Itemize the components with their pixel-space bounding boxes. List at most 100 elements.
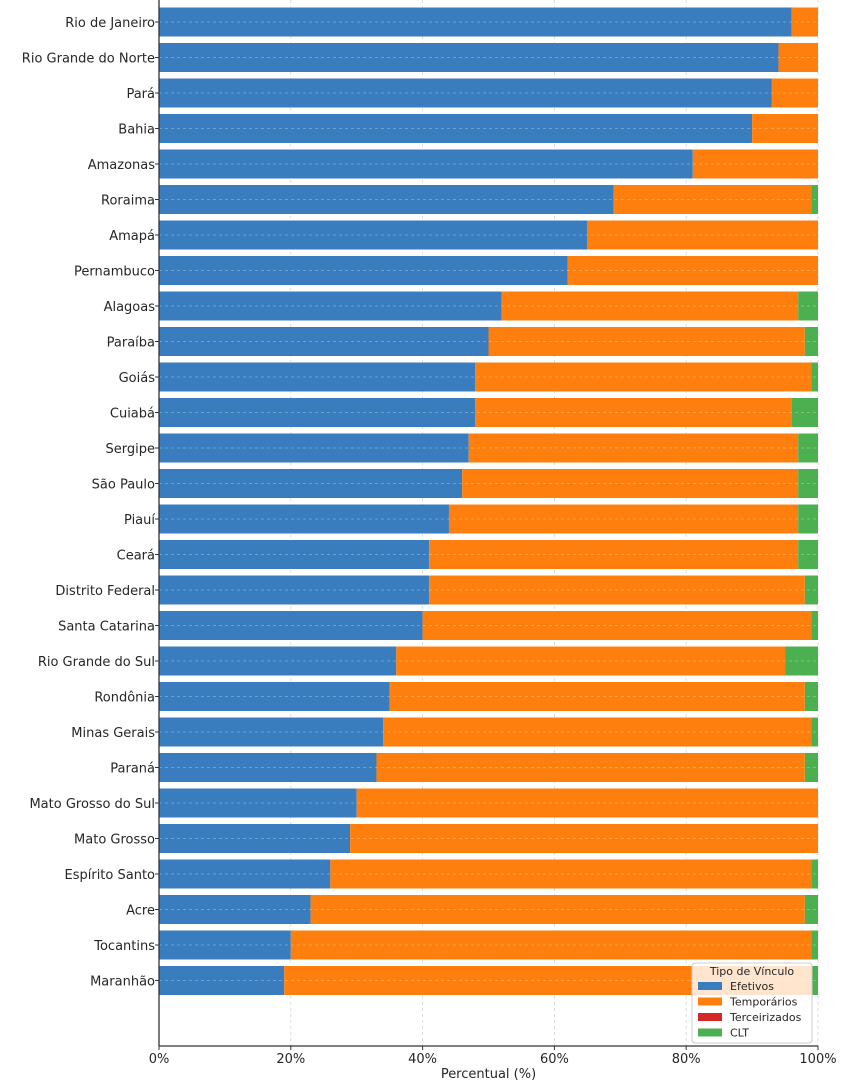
bar-temporarios-16 [429, 575, 805, 605]
bar-temporarios-24 [330, 859, 812, 889]
bar-clt-8 [798, 291, 818, 321]
bar-clt-21 [804, 753, 818, 782]
x-axis-title: Percentual (%) [441, 1067, 536, 1082]
legend-label: Temporários [729, 996, 798, 1009]
bar-efetivos-0 [159, 7, 792, 37]
bar-temporarios-15 [429, 540, 799, 569]
x-tick-label: 80% [672, 1052, 701, 1067]
bar-clt-16 [804, 575, 818, 605]
y-tick-label: Piauí [124, 513, 155, 528]
y-tick-label: Goiás [119, 371, 156, 386]
bar-efetivos-23 [159, 824, 351, 853]
legend-swatch [698, 1013, 722, 1021]
bar-temporarios-2 [771, 78, 818, 108]
bar-clt-17 [811, 611, 818, 640]
y-tick-label: Sergipe [106, 442, 155, 457]
bar-efetivos-9 [159, 327, 489, 356]
bar-efetivos-27 [159, 966, 285, 995]
bar-clt-12 [798, 433, 818, 463]
y-tick-label: Ceará [117, 549, 155, 564]
bar-clt-25 [804, 895, 818, 924]
y-tick-label: Espírito Santo [65, 868, 156, 883]
bar-temporarios-6 [587, 220, 818, 250]
bar-efetivos-5 [159, 185, 614, 214]
bar-efetivos-3 [159, 114, 753, 143]
bar-efetivos-25 [159, 895, 311, 924]
legend-entries: Efetivos Temporários Terceirizados CLT [698, 980, 802, 1040]
bar-efetivos-17 [159, 611, 423, 640]
bar-efetivos-13 [159, 469, 463, 498]
legend: Tipo de Vínculo Efetivos Temporários Terce… [691, 962, 813, 1044]
bar-efetivos-4 [159, 149, 693, 179]
bar-temporarios-25 [310, 895, 805, 924]
bar-clt-15 [798, 540, 818, 569]
bar-efetivos-21 [159, 753, 377, 782]
y-tick-label: Distrito Federal [55, 584, 155, 599]
bar-clt-5 [811, 185, 818, 214]
legend-title: Tipo de Vínculo [709, 965, 795, 978]
legend-label: CLT [730, 1027, 749, 1040]
y-tick-label: Pernambuco [74, 265, 155, 280]
bar-efetivos-8 [159, 291, 502, 321]
y-tick-label: Paraíba [107, 336, 155, 351]
y-tick-label: Amapá [109, 229, 155, 244]
bar-temporarios-18 [396, 646, 786, 676]
y-tick-label: Bahia [118, 123, 155, 138]
legend-label: Terceirizados [729, 1011, 802, 1024]
bar-temporarios-12 [468, 433, 799, 463]
bar-efetivos-1 [159, 43, 779, 72]
bar-temporarios-5 [613, 185, 812, 214]
bar-temporarios-17 [422, 611, 812, 640]
y-tick-label: São Paulo [92, 478, 155, 493]
bar-temporarios-8 [501, 291, 799, 321]
y-tick-label: Cuiabá [110, 407, 155, 422]
bar-temporarios-4 [692, 149, 818, 179]
bar-temporarios-11 [475, 398, 792, 427]
y-tick-label: Tocantins [93, 939, 155, 954]
bar-temporarios-23 [350, 824, 818, 853]
bar-temporarios-19 [389, 682, 805, 711]
y-tick-label: Alagoas [104, 300, 156, 315]
bar-temporarios-1 [778, 43, 818, 72]
bar-efetivos-24 [159, 859, 331, 889]
bar-clt-24 [811, 859, 818, 889]
bar-efetivos-10 [159, 362, 476, 392]
x-tick-label: 0% [149, 1052, 170, 1067]
bar-temporarios-26 [290, 930, 812, 960]
x-tick-label: 20% [276, 1052, 305, 1067]
legend-swatch [698, 982, 722, 990]
bar-temporarios-9 [488, 327, 805, 356]
bar-clt-13 [798, 469, 818, 498]
x-tick-labels: 0% 20% 40% 60% 80% 100% [149, 1046, 837, 1067]
y-tick-label: Rondônia [94, 691, 155, 706]
y-tick-label: Santa Catarina [58, 620, 155, 635]
bar-efetivos-14 [159, 504, 449, 534]
y-tick-label: Rio Grande do Sul [38, 655, 155, 670]
y-tick-label: Minas Gerais [71, 726, 155, 741]
bar-clt-26 [811, 930, 818, 960]
bar-temporarios-14 [448, 504, 799, 534]
bar-efetivos-6 [159, 220, 588, 250]
legend-swatch [698, 997, 722, 1006]
bar-efetivos-2 [159, 78, 772, 108]
y-tick-label: Maranhão [90, 975, 155, 990]
y-tick-label: Mato Grosso [74, 833, 155, 848]
bar-efetivos-19 [159, 682, 390, 711]
bar-temporarios-3 [752, 114, 818, 143]
bar-temporarios-7 [567, 256, 818, 285]
y-tick-label: Rio Grande do Norte [22, 52, 155, 67]
bar-efetivos-26 [159, 930, 291, 960]
y-tick-label: Roraima [101, 194, 155, 209]
x-tick-label: 100% [799, 1052, 836, 1067]
y-tick-label: Paraná [110, 762, 155, 777]
bar-efetivos-7 [159, 256, 568, 285]
axes-layer [158, 0, 818, 1047]
legend-label: Efetivos [730, 980, 774, 993]
bar-clt-11 [791, 398, 818, 427]
x-tick-label: 60% [540, 1052, 569, 1067]
bar-clt-19 [804, 682, 818, 711]
bar-temporarios-20 [383, 717, 812, 747]
y-tick-labels: Rio de Janeiro Rio Grande do Norte Pará Bah… [22, 16, 159, 990]
bar-clt-18 [785, 646, 818, 676]
